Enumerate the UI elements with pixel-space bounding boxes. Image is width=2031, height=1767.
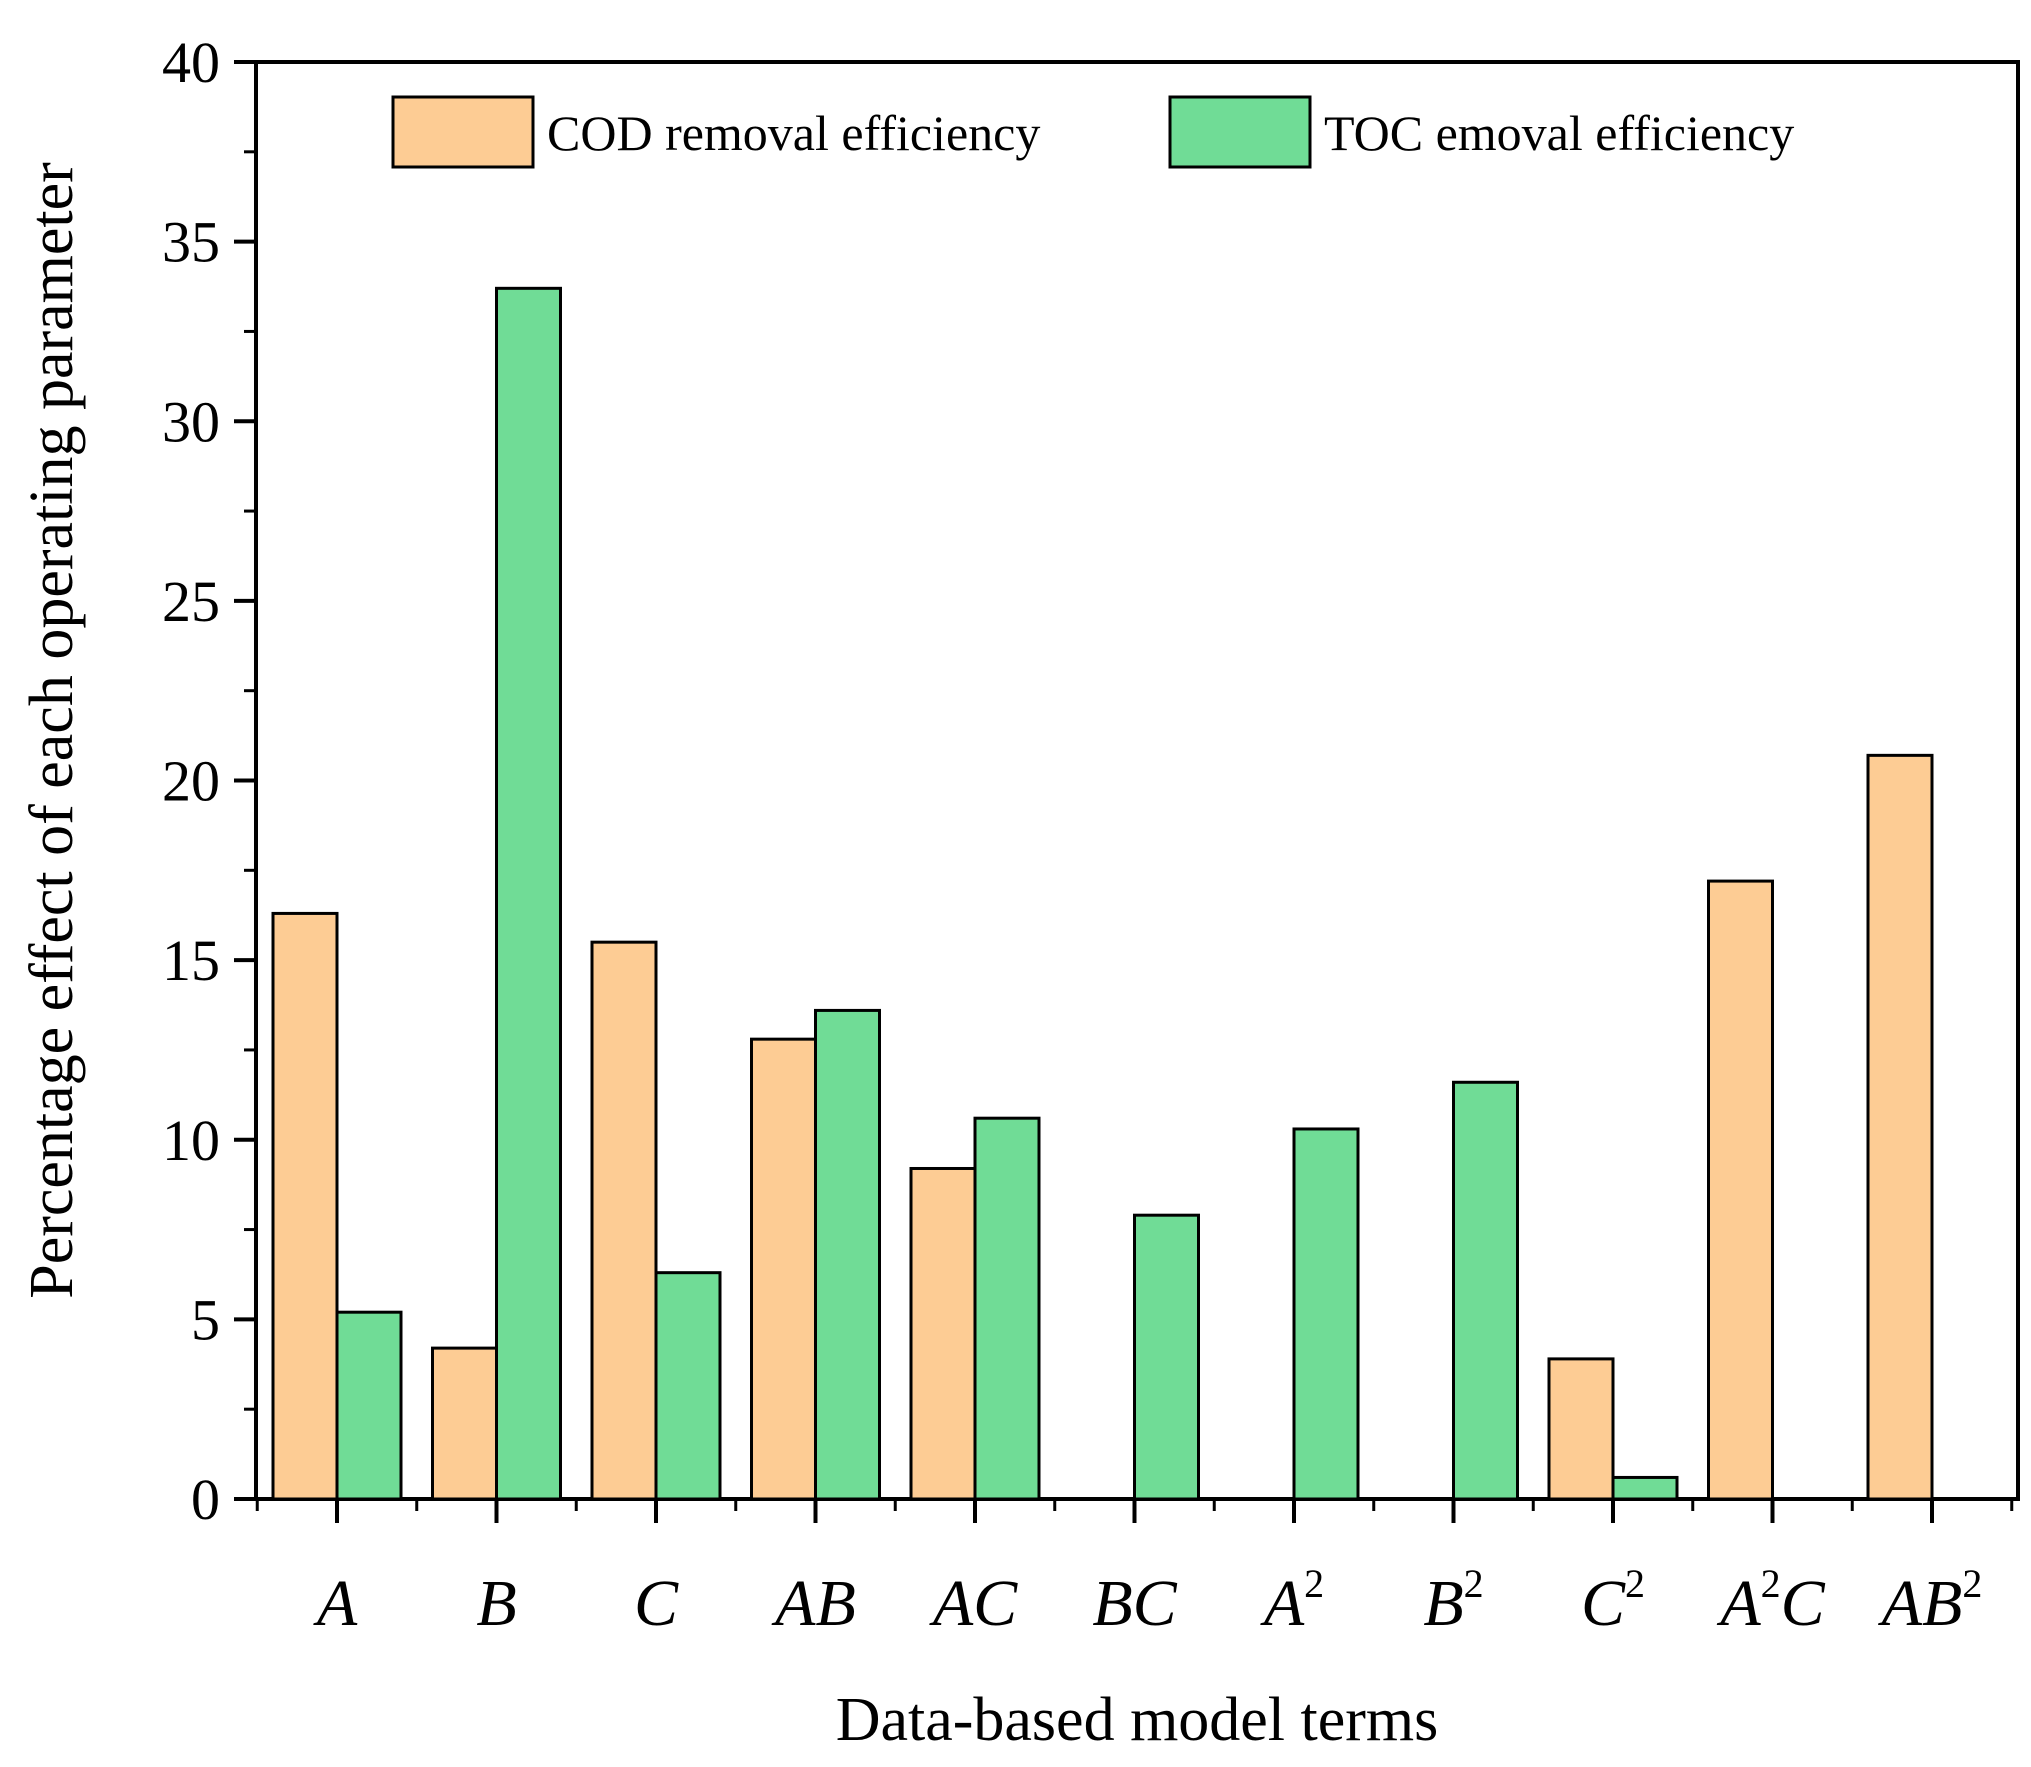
- y-tick-label: 25: [162, 569, 220, 634]
- ticks-layer: [234, 60, 2014, 1523]
- bar-toc-8: [1611, 1475, 1679, 1501]
- bar-toc-1: [495, 286, 562, 1501]
- y-tick-label: 20: [162, 749, 220, 814]
- legend-label-toc: TOC emoval efficiency: [1324, 105, 1794, 161]
- bars-layer: [271, 286, 1934, 1501]
- x-category-label: AB2: [1878, 1561, 1983, 1640]
- bar-cod-4: [909, 1166, 977, 1501]
- legend: COD removal efficiency TOC emoval effici…: [391, 95, 1794, 169]
- x-category-label: A2C: [1716, 1561, 1825, 1640]
- y-tick-label: 15: [162, 928, 220, 993]
- bar-cod-0: [271, 911, 339, 1501]
- x-category-label: B2: [1423, 1561, 1483, 1640]
- bar-toc-5: [1133, 1213, 1200, 1501]
- y-tick-label: 40: [162, 30, 220, 95]
- bar-toc-0: [335, 1310, 403, 1501]
- bar-toc-4: [973, 1116, 1041, 1501]
- y-tick-label: 10: [162, 1108, 220, 1173]
- bar-toc-2: [654, 1271, 722, 1501]
- x-category-label: C2: [1581, 1561, 1645, 1640]
- bar-toc-7: [1452, 1080, 1519, 1501]
- legend-swatch-cod: [391, 95, 535, 169]
- x-category-label: A: [313, 1567, 358, 1640]
- bar-cod-1: [431, 1346, 498, 1501]
- bar-toc-3: [814, 1008, 881, 1501]
- y-tick-label: 5: [191, 1287, 220, 1352]
- bar-cod-10: [1866, 753, 1934, 1501]
- bar-cod-2: [590, 940, 658, 1501]
- x-category-label: C: [634, 1567, 679, 1640]
- bar-cod-8: [1547, 1357, 1615, 1501]
- x-category-label: A2: [1260, 1561, 1324, 1640]
- legend-label-cod: COD removal efficiency: [547, 105, 1040, 161]
- y-tick-label: 35: [162, 210, 220, 275]
- y-tick-label: 30: [162, 389, 220, 454]
- x-category-label: AC: [929, 1567, 1018, 1640]
- bar-cod-3: [750, 1037, 817, 1501]
- bar-cod-9: [1707, 879, 1774, 1501]
- legend-swatch-toc: [1168, 95, 1312, 169]
- bar-toc-6: [1292, 1127, 1360, 1501]
- x-category-label: BC: [1092, 1567, 1177, 1640]
- x-axis-title: Data-based model terms: [836, 1686, 1439, 1754]
- y-axis-title: Percentage effect of each operating para…: [18, 162, 86, 1299]
- y-tick-label: 0: [191, 1467, 220, 1532]
- x-category-label: B: [476, 1567, 516, 1640]
- x-category-label: AB: [771, 1567, 856, 1640]
